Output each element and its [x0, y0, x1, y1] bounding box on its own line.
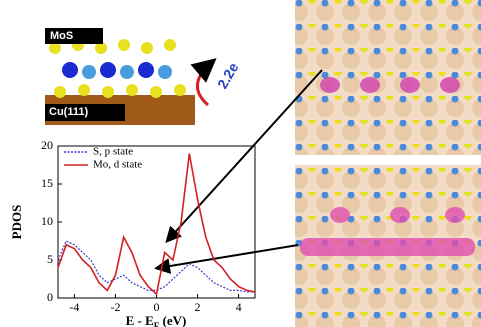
- data-line: [58, 241, 255, 292]
- y-tick-label: 5: [47, 252, 53, 266]
- y-tick-label: 0: [47, 290, 53, 304]
- legend-label: Mo, d state: [93, 159, 142, 171]
- arrow: [158, 245, 298, 268]
- bottom-label: Cu(111): [49, 106, 88, 118]
- figure: MoS Cu(111) 2.2e PDOS E - EF (eV) 0 5 10 15…: [0, 0, 481, 327]
- chart: PDOS E - EF (eV) 0 5 10 15 20 -4 -2 0 2 4 S, p sta…: [9, 138, 255, 327]
- x-tick-label: 4: [236, 300, 242, 314]
- x-label-unit: (eV): [163, 313, 187, 327]
- y-tick-label: 10: [41, 214, 53, 228]
- x-label-sub: F: [154, 321, 160, 327]
- x-axis-label: E - EF (eV): [126, 313, 187, 327]
- structure-image: MoS Cu(111) 2.2e: [45, 0, 242, 130]
- x-tick-label: -4: [69, 300, 79, 314]
- data-line: [58, 154, 255, 295]
- x-tick-label: 2: [195, 300, 201, 314]
- y-tick-label: 20: [41, 138, 53, 152]
- x-tick-label: -2: [110, 300, 120, 314]
- transfer-label: 2.2e: [214, 60, 242, 92]
- x-label-main: E - E: [126, 313, 154, 327]
- y-tick-label: 15: [41, 176, 53, 190]
- plot-frame: [58, 146, 255, 298]
- top-label: MoS: [50, 30, 73, 42]
- y-axis-label: PDOS: [9, 205, 24, 240]
- legend-label: S, p state: [93, 146, 133, 158]
- x-tick-label: 0: [154, 300, 160, 314]
